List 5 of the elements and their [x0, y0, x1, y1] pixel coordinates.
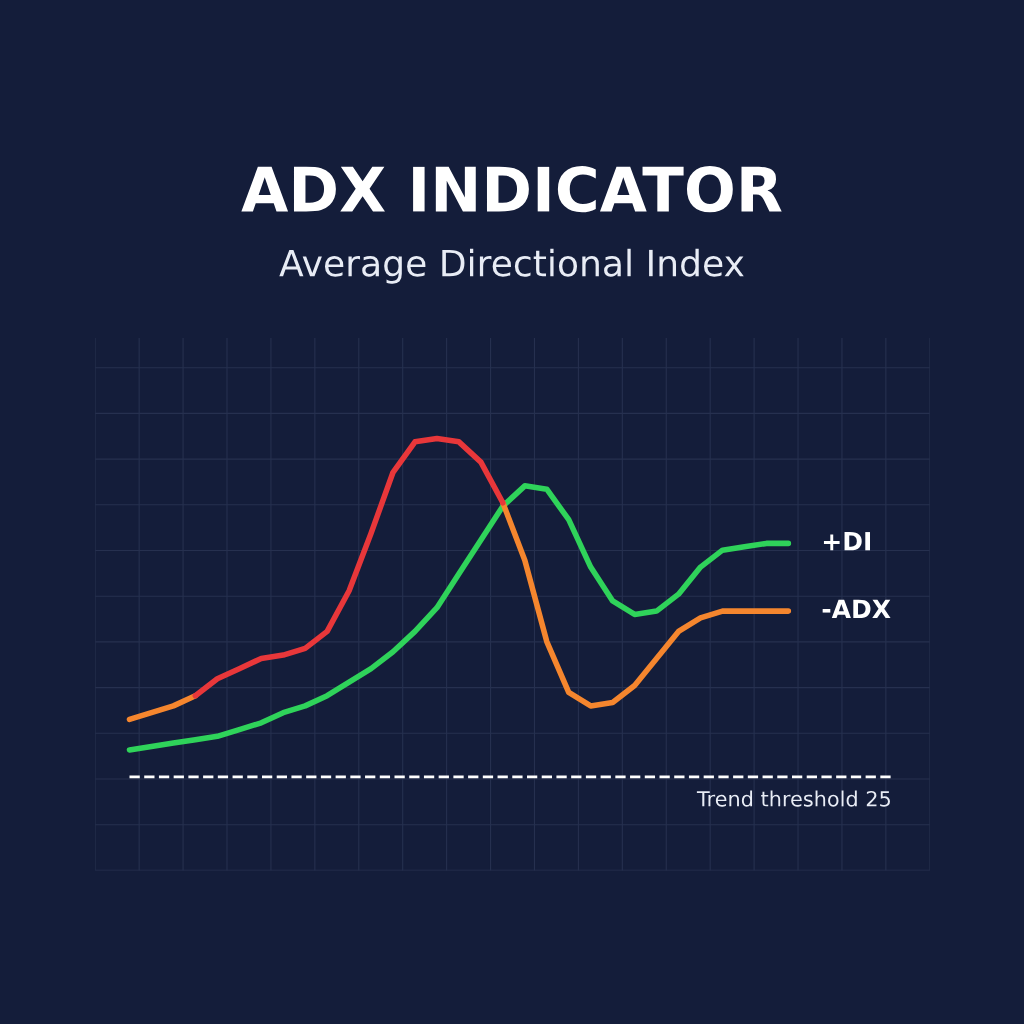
- chart-subtitle: Average Directional Index: [279, 248, 744, 284]
- series-label: -ADX: [822, 599, 891, 618]
- series-label: +DI: [823, 532, 870, 551]
- chart-title: ADX INDICATOR: [241, 166, 782, 213]
- ref-line-label: Trend threshold 25: [696, 790, 890, 807]
